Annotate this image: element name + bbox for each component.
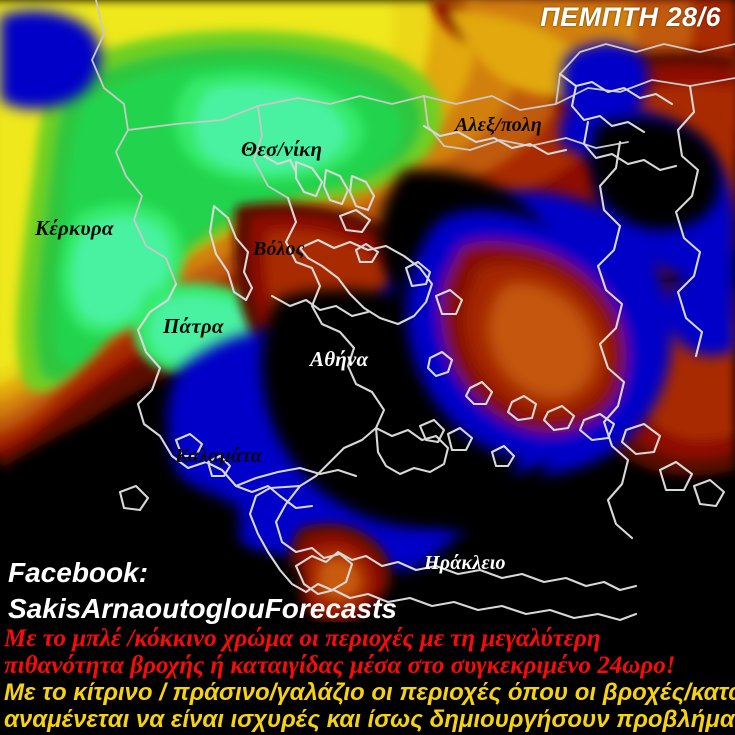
facebook-credit: Facebook: SakisArnaoutoglouForecasts	[8, 555, 397, 627]
caption-yellow-line-2: αναμένεται να είναι ισχυρές και ίσως δημ…	[4, 706, 735, 733]
forecast-date-title: ΠΕΜΠΤΗ 28/6	[540, 2, 721, 32]
caption-yellow-line-1: Με το κίτρινο / πράσινο/γαλάζιο οι περιο…	[4, 679, 735, 706]
facebook-handle: SakisArnaoutoglouForecasts	[8, 593, 397, 624]
caption-red-line-2: πιθανότητα βροχής ή καταιγίδας μέσα στο …	[4, 652, 676, 679]
caption-red-line-1: Με το μπλέ /κόκκινο χρώμα οι περιοχές με…	[4, 625, 601, 652]
facebook-label: Facebook:	[8, 557, 149, 588]
legend-caption: Με το μπλέ /κόκκινο χρώμα οι περιοχές με…	[0, 625, 735, 733]
